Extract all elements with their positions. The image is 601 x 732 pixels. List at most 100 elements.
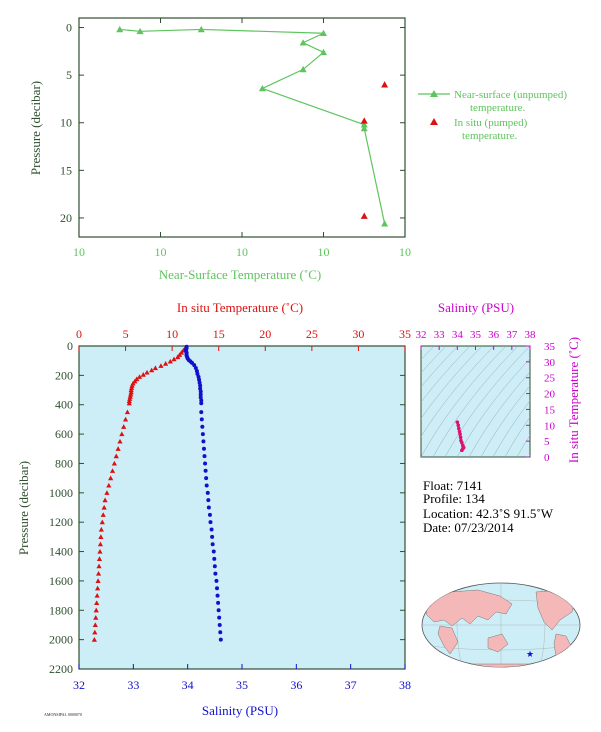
temperature-point [92,622,98,628]
temperature-point [144,369,150,375]
ts-ytick-label: 25 [544,373,556,385]
profile-bottom-tick-label: 38 [399,678,411,692]
temperature-point [98,534,104,539]
ts-xtick-label: 37 [506,329,518,341]
temperature-point [94,592,100,598]
salinity-point [198,389,203,394]
temperature-point [113,453,119,459]
temperature-point [96,563,102,569]
ns-ytick-label: 5 [66,68,72,82]
ts-ytick-label: 15 [544,404,556,416]
salinity-point [217,615,222,620]
profile-top-axis-label: In situ Temperature (˚C) [177,300,303,315]
salinity-point [199,417,204,422]
legend-insitu-label: In situ (pumped) temperature. [454,117,530,142]
legend-insitu-line1: In situ (pumped) [454,117,528,129]
near-surface-axes: 0 5 10 15 20 10 10 10 10 10 [60,18,411,259]
ts-density-contour [421,346,507,457]
salinity-point [216,608,221,613]
footer-stamp: AMONSIPAL 0000070 [44,712,82,717]
temperature-point [136,374,143,379]
ts-density-contour [528,454,530,457]
ts-point [456,426,461,431]
profile-ytick-label: 800 [55,456,73,470]
ts-density-contour [504,416,530,457]
temperature-point [94,600,100,606]
info-date: Date: 07/23/2014 [423,520,514,535]
ns-unpumped-point [320,29,327,37]
temperature-point [128,389,134,395]
temperature-point [127,396,133,401]
ns-unpumped-point [116,25,124,33]
ns-unpumped-point [360,124,368,132]
profile-top-tick-label: 25 [306,327,318,341]
salinity-point [201,439,206,444]
temperature-point [128,391,134,397]
ns-unpumped-point [360,121,368,128]
ts-xtick-label: 35 [470,329,482,341]
temperature-point [140,372,146,377]
ts-xtick-label: 33 [434,329,446,341]
ns-unpumped-point [258,84,266,92]
legend-nst-line1: Near-surface (unpumped) [454,89,567,101]
ts-density-contour [421,346,471,403]
ns-ytick-label: 15 [60,163,72,177]
profile-top-tick-label: 30 [352,327,364,341]
ns-xtick-label: 10 [236,245,248,259]
profile-top-tick-label: 10 [166,327,178,341]
ns-ytick-label: 20 [60,211,72,225]
ts-point [456,423,461,428]
ns-pumped-point [360,117,368,124]
salinity-point [214,578,219,583]
ns-xtick-label: 10 [318,245,330,259]
salinity-point [210,542,215,547]
profile-bottom-tick-label: 36 [290,678,302,692]
profile-ytick-label: 1200 [49,515,73,529]
salinity-point [199,398,204,403]
temperature-point [115,446,121,451]
ns-unpumped-point [381,220,389,227]
temperature-point [106,482,112,488]
ts-density-contour [444,346,530,457]
profile-ytick-label: 400 [55,398,73,412]
profile-bottom-tick-label: 37 [345,678,357,692]
profile-marks [91,344,223,642]
temperature-point [97,548,103,554]
salinity-point [206,505,211,510]
near-surface-legend: Near-surface (unpumped) temperature. In … [418,89,567,142]
near-surface-ylabel: Pressure (decibar) [28,81,43,175]
salinity-point [199,410,204,415]
temperature-point [129,383,135,388]
profile-top-tick-label: 0 [76,327,82,341]
salinity-point [206,498,211,503]
salinity-point [200,432,205,437]
temperature-point [109,468,116,473]
temperature-point [124,409,131,415]
salinity-point [216,600,221,605]
temperature-point [96,556,103,561]
near-surface-marks [116,25,389,227]
salinity-point [213,571,218,576]
temperature-point [97,541,104,547]
ts-point [457,429,462,434]
ts-density-contour [421,346,495,438]
ts-density-contour [516,434,530,457]
temperature-point [98,526,104,532]
salinity-point [202,454,207,459]
profile-axes: 0200400600800100012001400160018002000220… [49,327,411,692]
salinity-point [208,520,213,525]
ts-plot-frame [420,345,531,458]
profile-ytick-label: 0 [67,339,73,353]
temperature-point [95,585,101,591]
ts-density-contour [468,371,530,457]
profile-ytick-label: 2000 [49,633,73,647]
salinity-point [192,363,197,368]
salinity-point [212,556,217,561]
temperature-point [163,361,169,366]
profile-plot-frame [78,345,406,670]
temperature-point [152,365,158,371]
temperature-point [175,354,181,360]
profile-chart: 0200400600800100012001400160018002000220… [16,300,411,718]
temperature-point [119,431,125,437]
